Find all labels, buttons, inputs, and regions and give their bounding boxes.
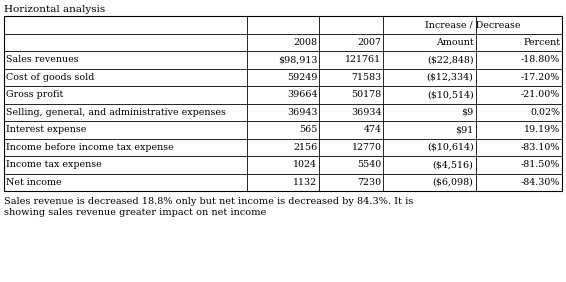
Text: 59249: 59249 xyxy=(287,73,318,82)
Bar xyxy=(4,16,562,191)
Text: Sales revenues: Sales revenues xyxy=(6,55,79,64)
Text: 2007: 2007 xyxy=(358,38,381,47)
Text: Horizontal analysis: Horizontal analysis xyxy=(4,5,105,14)
Text: 19.19%: 19.19% xyxy=(524,125,560,134)
Text: -83.10%: -83.10% xyxy=(521,143,560,152)
Text: 2008: 2008 xyxy=(293,38,318,47)
Text: ($10,614): ($10,614) xyxy=(427,143,474,152)
Text: 50178: 50178 xyxy=(351,90,381,99)
Text: ($12,334): ($12,334) xyxy=(427,73,474,82)
Text: 1132: 1132 xyxy=(293,178,318,187)
Text: ($10,514): ($10,514) xyxy=(427,90,474,99)
Text: 121761: 121761 xyxy=(345,55,381,64)
Text: 565: 565 xyxy=(299,125,318,134)
Text: Net income: Net income xyxy=(6,178,62,187)
Text: 0.02%: 0.02% xyxy=(530,108,560,117)
Text: 39664: 39664 xyxy=(287,90,318,99)
Text: -21.00%: -21.00% xyxy=(521,90,560,99)
Text: -17.20%: -17.20% xyxy=(521,73,560,82)
Text: showing sales revenue greater impact on net income: showing sales revenue greater impact on … xyxy=(4,208,266,217)
Text: 474: 474 xyxy=(363,125,381,134)
Text: Selling, general, and administrative expenses: Selling, general, and administrative exp… xyxy=(6,108,226,117)
Text: Cost of goods sold: Cost of goods sold xyxy=(6,73,95,82)
Text: 36943: 36943 xyxy=(287,108,318,117)
Text: Percent: Percent xyxy=(523,38,560,47)
Text: Income before income tax expense: Income before income tax expense xyxy=(6,143,174,152)
Text: 12770: 12770 xyxy=(351,143,381,152)
Text: Interest expense: Interest expense xyxy=(6,125,87,134)
Text: ($22,848): ($22,848) xyxy=(427,55,474,64)
Text: Sales revenue is decreased 18.8% only but net income is decreased by 84.3%. It i: Sales revenue is decreased 18.8% only bu… xyxy=(4,197,413,206)
Text: 71583: 71583 xyxy=(351,73,381,82)
Text: ($4,516): ($4,516) xyxy=(432,160,474,169)
Text: Amount: Amount xyxy=(436,38,474,47)
Text: Increase / Decrease: Increase / Decrease xyxy=(425,20,521,29)
Text: 36934: 36934 xyxy=(351,108,381,117)
Text: ($6,098): ($6,098) xyxy=(432,178,474,187)
Text: -18.80%: -18.80% xyxy=(521,55,560,64)
Text: $9: $9 xyxy=(461,108,474,117)
Text: -84.30%: -84.30% xyxy=(521,178,560,187)
Text: -81.50%: -81.50% xyxy=(521,160,560,169)
Text: Income tax expense: Income tax expense xyxy=(6,160,102,169)
Text: 5540: 5540 xyxy=(357,160,381,169)
Text: $91: $91 xyxy=(455,125,474,134)
Text: $98,913: $98,913 xyxy=(278,55,318,64)
Text: 2156: 2156 xyxy=(293,143,318,152)
Text: Gross profit: Gross profit xyxy=(6,90,63,99)
Text: 7230: 7230 xyxy=(357,178,381,187)
Text: 1024: 1024 xyxy=(293,160,318,169)
